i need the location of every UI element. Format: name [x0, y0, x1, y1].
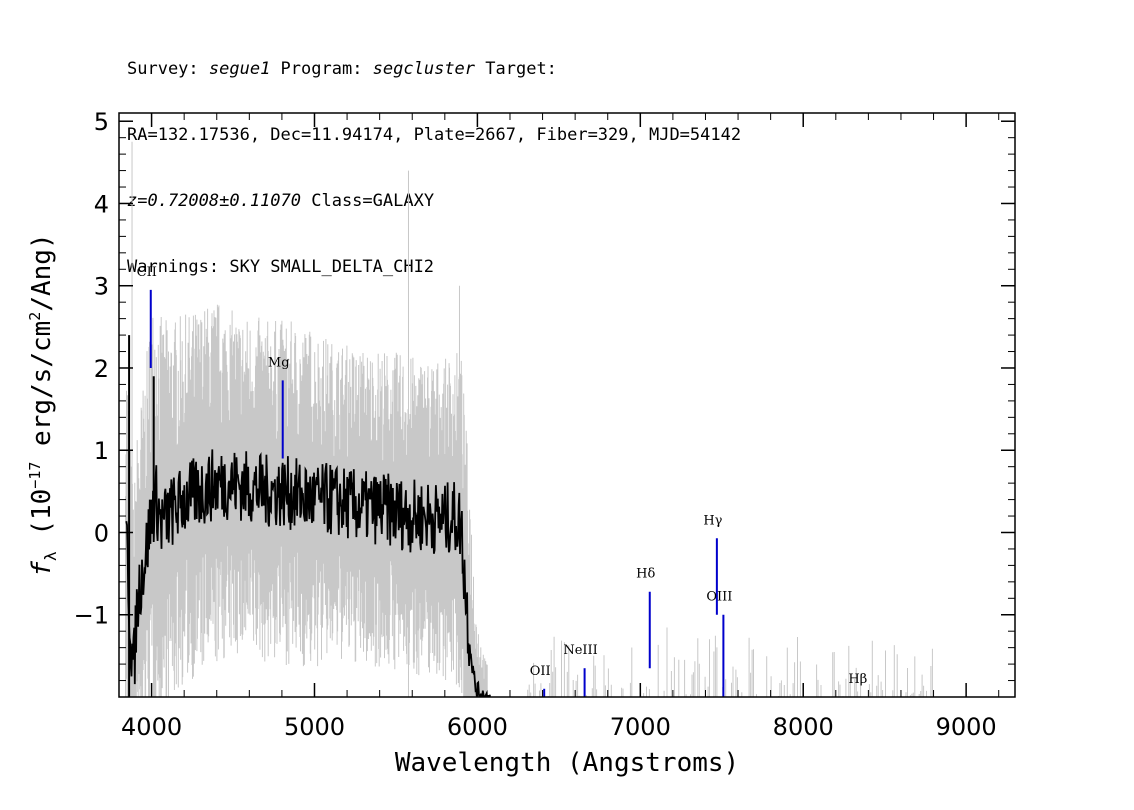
header-line-coordinates: RA=132.17536, Dec=11.94174, Plate=2667, …: [127, 125, 742, 145]
y-tick-label: −1: [74, 602, 109, 630]
header-line-warnings: Warnings: SKY SMALL_DELTA_CHI2: [127, 257, 435, 277]
x-tick-label: 6000: [447, 713, 508, 741]
y-tick-label: 1: [94, 437, 109, 465]
line-label: OII: [530, 664, 551, 679]
axis-ticks: 4000 5000 6000 7000 8000 9000 −1 0 1 2 3 4 5: [74, 108, 1015, 741]
y-tick-label: 3: [94, 273, 109, 301]
line-label: Hβ: [848, 672, 867, 687]
y-tick-label: 5: [94, 108, 109, 136]
x-tick-label: 7000: [610, 713, 671, 741]
line-label: NeIII: [563, 643, 597, 658]
spectrum-header: Survey: segue1 Program: segcluster Targe…: [127, 14, 741, 300]
survey-value: segue1: [208, 59, 271, 79]
svg-text:fλ (10−17 erg/s/cm2/Ang): fλ (10−17 erg/s/cm2/Ang): [26, 233, 60, 576]
line-label: CII: [137, 265, 157, 280]
class-value: Class=GALAXY: [301, 191, 435, 211]
x-axis-title: Wavelength (Angstroms): [395, 748, 739, 778]
y-tick-label: 4: [94, 190, 109, 218]
x-tick-label: 8000: [773, 713, 834, 741]
flux-line: [125, 449, 491, 697]
program-label: Program:: [270, 59, 373, 79]
line-label: Mg: [268, 355, 290, 370]
plot-frame: [118, 112, 1016, 698]
line-label: Hδ: [636, 567, 655, 582]
plot-area: CII Mg OII NeIII Hδ Hγ OIII Hβ: [125, 141, 933, 697]
program-value: segcluster: [372, 59, 476, 79]
y-tick-label: 0: [94, 519, 109, 547]
y-tick-label: 2: [94, 355, 109, 383]
header-line-survey: Survey: segue1 Program: segcluster Targe…: [127, 58, 741, 80]
x-tick-label: 5000: [284, 713, 345, 741]
x-tick-label: 9000: [936, 713, 997, 741]
line-label: OIII: [706, 590, 732, 605]
target-label: Target:: [475, 59, 557, 79]
x-tick-label: 4000: [121, 713, 182, 741]
survey-label: Survey:: [127, 59, 209, 79]
redshift-value: z=0.72008±0.11070: [127, 191, 301, 211]
line-label: Hγ: [703, 513, 722, 528]
header-line-redshift: z=0.72008±0.11070 Class=GALAXY: [127, 190, 741, 212]
y-axis-title: fλ (10−17 erg/s/cm2/Ang): [26, 233, 60, 576]
